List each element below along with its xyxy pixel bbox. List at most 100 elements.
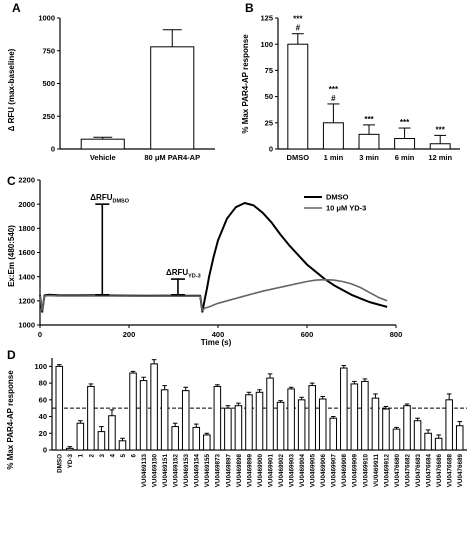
panel-d-category-label: VU0469906: [320, 454, 327, 488]
panel-d-bar: [350, 383, 359, 451]
panel-letter-a: A: [12, 1, 21, 15]
panel-d-bar: [213, 385, 222, 451]
panel-b-ytick-label: 100: [260, 40, 273, 49]
panel-d-bar: [413, 420, 422, 451]
panel-letter-b: B: [245, 1, 254, 15]
panel-letter-c: C: [7, 174, 16, 188]
panel-d-category-label: 3: [99, 454, 106, 458]
panel-c-ytick-label: 1000: [18, 321, 35, 330]
panel-d-bar: [382, 408, 390, 451]
panel-d-bar: [340, 367, 348, 451]
panel-d-category-label: VU0469154: [194, 454, 201, 488]
panel-d-category-label: VU0469911: [373, 454, 380, 487]
panel-c-ytick-label: 2200: [18, 176, 35, 185]
panel-d-bar: [403, 405, 411, 451]
panel-b-significance-mark: ***: [400, 118, 410, 127]
panel-d-ytick-label: 20: [39, 429, 47, 438]
panel-a-ytick-label: 250: [42, 112, 55, 121]
panel-d-bar: [287, 388, 295, 451]
panel-a-ytick-label: 1000: [38, 14, 55, 23]
panel-d-bar: [266, 377, 274, 451]
panel-b-category-label: 3 min: [359, 153, 379, 162]
panel-d-bar: [66, 447, 74, 451]
panel-d-bar: [392, 428, 401, 451]
panel-d-category-label: VU0469908: [341, 454, 348, 488]
panel-d-bar: [255, 391, 264, 451]
panel-b-significance-mark: ***: [364, 115, 374, 124]
panel-a-bar: [150, 46, 195, 150]
panel-d-bars: DMSO YD-3 1 2 3 4 5 6 VU0469133 VU0469150 VU046915…: [55, 359, 464, 488]
panel-b-bar: [322, 122, 344, 150]
panel-d-category-label: VU0469897: [225, 454, 232, 488]
panel-d-category-label: VU0469901: [267, 454, 274, 488]
panel-d-bar: [308, 385, 316, 451]
panel-d-bar: [318, 398, 327, 451]
panel-d-bar: [171, 426, 179, 451]
panel-d-category-label: VU0469910: [362, 454, 369, 488]
panel-c-lines: [39, 202, 388, 313]
panel-d-bar: [108, 415, 116, 451]
panel-b-bar: [287, 43, 309, 150]
panel-d-category-label: 2: [88, 454, 95, 458]
panel-d-bar: [181, 390, 190, 451]
delta-label-base: ΔRFU: [90, 193, 112, 202]
panel-d-bar: [297, 399, 306, 451]
panel-b-ylabel: % Max PAR4-AP response: [241, 34, 250, 134]
panel-a-category-label: 80 μM PAR4-AP: [144, 153, 200, 162]
panel-d-bar: [361, 380, 369, 451]
panel-b-significance-mark: ***: [329, 85, 339, 94]
panel-b-bar: [429, 143, 451, 150]
panel-c-legend: DMSO 10 μM YD-3: [304, 193, 366, 213]
panel-c-xlabel: Time (s): [201, 338, 232, 347]
panel-b-ytick-label: 125: [260, 14, 273, 23]
panel-d-ytick-label: 40: [39, 412, 47, 421]
panel-b-category-label: DMSO: [287, 153, 310, 162]
panel-b-significance-mark: #: [331, 94, 336, 103]
panel-c-xtick-label: 0: [38, 330, 42, 339]
panel-d-category-label: VU0476686: [436, 454, 443, 488]
panel-d-ytick-label: 100: [34, 362, 47, 371]
panel-c-ytick-label: 2000: [18, 200, 35, 209]
panel-c-ytick-label: 1800: [18, 224, 35, 233]
panel-b-significance-mark: ***: [436, 125, 446, 134]
panel-b-ytick-label: 75: [265, 66, 273, 75]
panel-d-category-label: VU0469903: [289, 454, 296, 488]
panel-d-bar: [203, 434, 211, 451]
panel-d-category-label: VU0469907: [331, 454, 338, 488]
panel-a-ylabel: Δ RFU (max-baseline): [7, 48, 16, 131]
panel-d-category-label: VU0469150: [152, 454, 159, 488]
panel-d-bar: [192, 426, 201, 451]
panel-c-ytick-label: 1400: [18, 272, 35, 281]
panel-a: A Δ RFU (max-baseline) 0 250 500 750 1000 Ve…: [7, 1, 215, 162]
panel-b-category-label: 12 min: [428, 153, 452, 162]
panel-c-ylabel: Ex:Em (480:540): [7, 225, 16, 287]
panel-a-ytick-label: 0: [51, 145, 55, 154]
panel-c-legend-label: DMSO: [326, 193, 349, 202]
panel-d-bar: [129, 372, 137, 451]
panel-d-bar: [87, 385, 95, 451]
panel-d-category-label: VU0469898: [236, 454, 243, 488]
panel-d-category-label: VU0469904: [299, 454, 306, 488]
panel-d-category-label: DMSO: [57, 454, 64, 473]
panel-a-ytick-label: 500: [42, 79, 55, 88]
panel-b-ytick-label: 25: [265, 118, 273, 127]
panel-b-bar: [358, 133, 380, 150]
panel-d-bar: [139, 380, 148, 451]
panel-d-bar: [118, 440, 127, 451]
panel-d-category-label: 5: [120, 454, 127, 458]
panel-b-ytick-label: 50: [265, 92, 273, 101]
delta-label-base: ΔRFU: [166, 268, 188, 277]
panel-d-bar: [234, 405, 243, 451]
panel-d-bar: [160, 389, 169, 451]
panel-d-category-label: 4: [109, 454, 116, 458]
panel-c-series-line: [39, 278, 388, 312]
panel-b: B % Max PAR4-AP response 0 25 50 75 100 125 D…: [241, 1, 460, 162]
panel-d-bar: [329, 417, 338, 451]
panel-d-category-label: 1: [78, 454, 85, 458]
panel-c-delta-label: ΔRFUDMSO: [90, 193, 129, 205]
panel-d-ytick-label: 80: [39, 379, 47, 388]
panel-c-ytick-label: 1200: [18, 296, 35, 305]
panel-d-category-label: VU0469153: [183, 454, 190, 488]
panel-b-bar: [394, 138, 416, 150]
